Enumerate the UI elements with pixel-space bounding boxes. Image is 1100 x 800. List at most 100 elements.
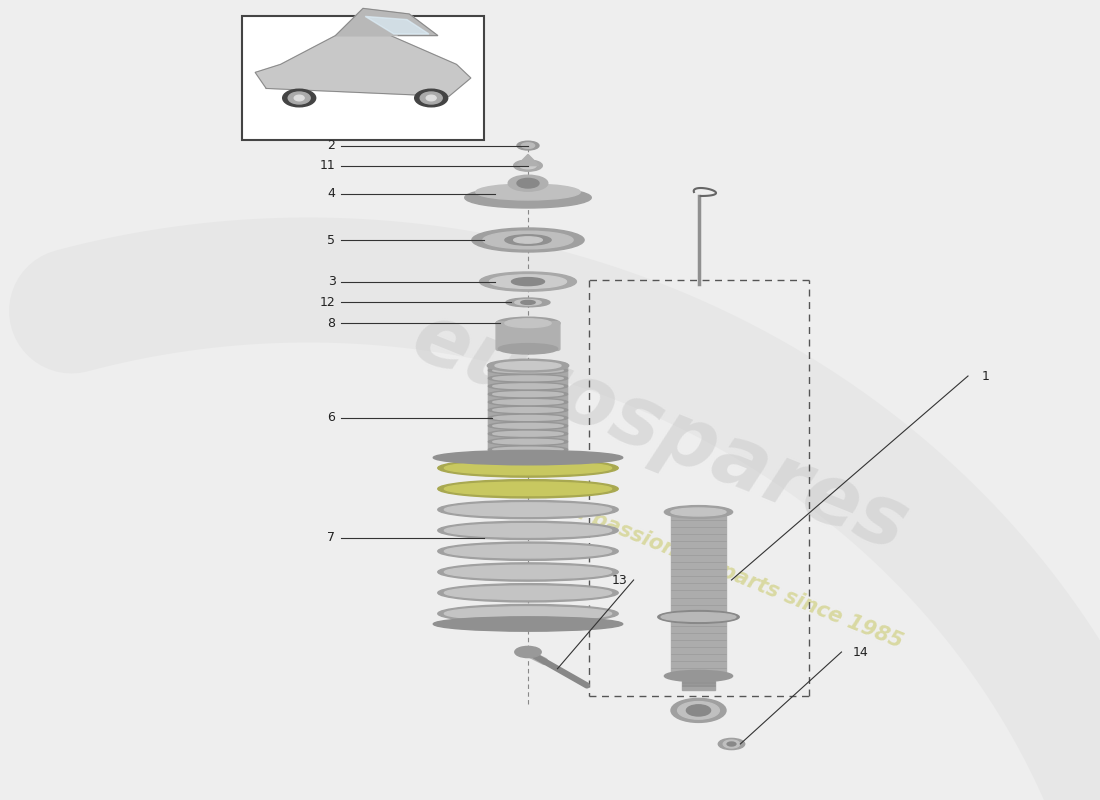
Ellipse shape <box>472 228 584 252</box>
Ellipse shape <box>488 406 568 414</box>
Ellipse shape <box>288 92 310 104</box>
Text: 1: 1 <box>981 370 989 382</box>
Text: 12: 12 <box>320 296 336 309</box>
Text: a passion for parts since 1985: a passion for parts since 1985 <box>569 500 905 652</box>
Text: 14: 14 <box>852 646 868 658</box>
Ellipse shape <box>512 278 544 286</box>
Ellipse shape <box>490 275 566 289</box>
Ellipse shape <box>493 407 563 412</box>
Ellipse shape <box>480 272 576 291</box>
Ellipse shape <box>515 299 541 305</box>
FancyBboxPatch shape <box>488 363 568 460</box>
Bar <box>242 16 484 140</box>
Text: 7: 7 <box>328 531 336 544</box>
Ellipse shape <box>464 187 592 208</box>
Ellipse shape <box>505 235 551 245</box>
Polygon shape <box>255 35 471 97</box>
Ellipse shape <box>727 742 736 746</box>
Ellipse shape <box>283 89 316 106</box>
Polygon shape <box>365 17 429 34</box>
Ellipse shape <box>493 447 563 452</box>
Ellipse shape <box>493 423 563 428</box>
Ellipse shape <box>493 400 563 405</box>
Ellipse shape <box>505 319 551 328</box>
Ellipse shape <box>521 143 535 149</box>
Ellipse shape <box>488 374 568 382</box>
Ellipse shape <box>506 298 550 306</box>
Ellipse shape <box>664 506 733 518</box>
Ellipse shape <box>661 613 736 622</box>
Ellipse shape <box>515 646 541 658</box>
Ellipse shape <box>517 141 539 150</box>
Ellipse shape <box>444 607 612 620</box>
Ellipse shape <box>493 415 563 420</box>
Bar <box>671 512 726 676</box>
Ellipse shape <box>438 605 618 622</box>
Text: 4: 4 <box>328 187 336 200</box>
Ellipse shape <box>438 584 618 602</box>
Ellipse shape <box>488 366 568 374</box>
Text: 5: 5 <box>328 234 336 246</box>
Ellipse shape <box>498 344 558 354</box>
Ellipse shape <box>488 422 568 430</box>
Ellipse shape <box>483 231 573 249</box>
Polygon shape <box>336 9 438 35</box>
Ellipse shape <box>488 390 568 398</box>
Ellipse shape <box>514 237 542 243</box>
Ellipse shape <box>514 160 542 171</box>
Ellipse shape <box>678 702 719 719</box>
Ellipse shape <box>495 362 561 370</box>
Ellipse shape <box>686 705 711 716</box>
Ellipse shape <box>433 617 623 631</box>
Ellipse shape <box>671 698 726 722</box>
Ellipse shape <box>488 430 568 438</box>
Ellipse shape <box>508 175 548 191</box>
Ellipse shape <box>493 368 563 373</box>
Ellipse shape <box>433 450 623 465</box>
Ellipse shape <box>420 92 442 104</box>
Ellipse shape <box>427 95 436 101</box>
Ellipse shape <box>295 95 304 101</box>
Text: 13: 13 <box>612 574 627 586</box>
Text: 11: 11 <box>320 159 336 172</box>
Ellipse shape <box>517 178 539 188</box>
Polygon shape <box>517 154 539 166</box>
Ellipse shape <box>444 482 612 495</box>
Text: 3: 3 <box>328 275 336 288</box>
Ellipse shape <box>444 566 612 578</box>
Ellipse shape <box>444 462 612 474</box>
Ellipse shape <box>488 438 568 446</box>
Ellipse shape <box>488 382 568 390</box>
Ellipse shape <box>488 453 568 462</box>
Ellipse shape <box>438 542 618 560</box>
Ellipse shape <box>519 162 537 169</box>
Ellipse shape <box>718 738 745 750</box>
Ellipse shape <box>658 610 739 623</box>
Ellipse shape <box>493 439 563 444</box>
FancyBboxPatch shape <box>496 322 560 350</box>
Ellipse shape <box>493 376 563 381</box>
Ellipse shape <box>488 398 568 406</box>
Ellipse shape <box>671 508 726 516</box>
Ellipse shape <box>444 524 612 537</box>
Ellipse shape <box>438 501 618 518</box>
Ellipse shape <box>724 740 739 748</box>
Ellipse shape <box>438 480 618 498</box>
Ellipse shape <box>493 384 563 389</box>
Bar <box>682 676 715 690</box>
Text: 8: 8 <box>328 317 336 330</box>
Ellipse shape <box>438 459 618 477</box>
Text: eurospares: eurospares <box>400 296 920 568</box>
Ellipse shape <box>664 670 733 682</box>
Ellipse shape <box>493 392 563 397</box>
Text: 6: 6 <box>328 411 336 424</box>
Ellipse shape <box>496 318 560 330</box>
Ellipse shape <box>444 586 612 599</box>
Ellipse shape <box>438 522 618 539</box>
Ellipse shape <box>475 184 581 200</box>
Ellipse shape <box>438 563 618 581</box>
Ellipse shape <box>444 545 612 558</box>
Ellipse shape <box>488 414 568 422</box>
Ellipse shape <box>488 446 568 454</box>
Ellipse shape <box>493 431 563 436</box>
